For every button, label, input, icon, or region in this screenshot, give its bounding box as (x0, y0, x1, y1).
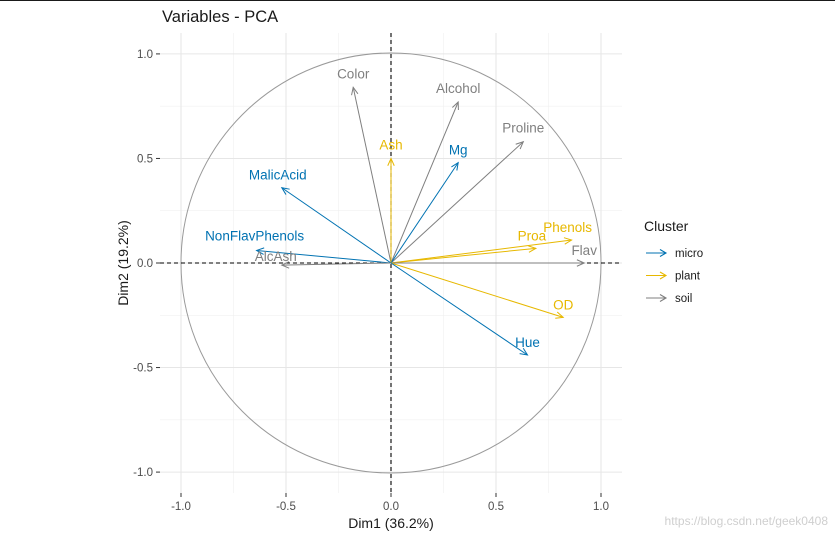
legend-label: soil (675, 293, 692, 305)
arrow-flav (391, 259, 586, 267)
y-tick-label: 0.5 (137, 153, 153, 165)
arrow-head (528, 245, 538, 253)
variable-label: Phenols (543, 220, 592, 235)
variable-label: AlcAsh (255, 249, 297, 264)
legend-key-arrow (659, 294, 668, 302)
legend-label: plant (675, 271, 701, 283)
legend-label: micro (675, 248, 703, 260)
arrow-ash (387, 157, 395, 263)
variable-label: Ash (379, 137, 402, 152)
variable-labels: Color Alcohol Proline Ash Mg MalicAcid NonFlav… (205, 66, 597, 350)
arrow-head (280, 261, 290, 269)
x-tick-label: 1.0 (593, 501, 609, 513)
arrow-shaft (390, 162, 459, 264)
x-tick-label: 0.5 (488, 501, 504, 513)
variable-arrows (255, 86, 586, 356)
watermark-text: https://blog.csdn.net/geek0408 (665, 514, 829, 528)
arrow-proline (390, 140, 525, 264)
arrow-od (390, 262, 565, 319)
variable-label: Hue (515, 335, 540, 350)
arrow-phenols (390, 237, 573, 264)
arrow-shaft (256, 249, 392, 264)
y-tick-label: 0.0 (137, 258, 153, 270)
arrow-shaft (352, 87, 392, 264)
arrow-hue (390, 262, 529, 356)
arrow-head (555, 311, 565, 319)
arrow-alcash (280, 261, 392, 269)
chart-title: Variables - PCA (162, 8, 278, 26)
legend-key-arrow (659, 249, 668, 257)
x-tick-label: 0.0 (383, 501, 399, 513)
arrow-head (351, 86, 359, 96)
arrow-shaft (281, 187, 392, 264)
legend-key-arrow (659, 271, 668, 280)
x-tick-label: -0.5 (276, 501, 296, 513)
y-tick-label: 1.0 (137, 49, 153, 61)
arrow-head (255, 247, 265, 255)
variable-label: Flav (571, 243, 597, 258)
arrow-shaft (390, 247, 536, 264)
legend-title: Cluster (644, 218, 689, 234)
arrow-shaft (390, 262, 564, 318)
legend: Cluster micro plant soil (644, 218, 703, 305)
arrow-head (451, 161, 459, 171)
arrow-head (280, 187, 290, 195)
variable-label: Proline (502, 121, 544, 136)
legend-entry-plant: plant (646, 271, 701, 283)
arrow-head (387, 157, 395, 166)
legend-entry-soil: soil (646, 293, 692, 305)
arrow-shaft (281, 262, 392, 266)
y-tick-label: -0.5 (133, 363, 153, 375)
arrow-proa (390, 245, 538, 264)
arrow-head (515, 140, 525, 150)
x-tick-label: -1.0 (171, 501, 191, 513)
arrow-shaft (390, 141, 524, 264)
variable-label: OD (553, 297, 574, 312)
arrow-color (351, 86, 392, 264)
arrow-head (452, 100, 459, 111)
legend-entries: micro plant soil (646, 248, 703, 305)
axis-ticks: -1.0 -0.5 0.0 0.5 1.0 -1.0 -0.5 0.0 0.5 1.0 (133, 49, 609, 513)
arrow-nonflavphenols (255, 247, 392, 264)
variable-label: Proa (518, 228, 547, 243)
y-tick-label: -1.0 (133, 467, 153, 479)
legend-entry-micro: micro (646, 248, 703, 260)
arrow-shaft (390, 239, 572, 264)
variable-label: MalicAcid (249, 168, 307, 183)
arrow-shaft (390, 262, 528, 356)
variable-label: Mg (449, 143, 468, 158)
variable-label: Color (337, 66, 370, 81)
arrow-shaft (390, 101, 459, 264)
arrow-head (519, 347, 529, 356)
variable-label: NonFlavPhenols (205, 228, 304, 243)
x-axis-title: Dim1 (36.2%) (348, 515, 434, 531)
arrow-mg (390, 161, 459, 264)
arrow-head (576, 259, 586, 267)
arrow-alcohol (390, 100, 459, 264)
y-axis-title: Dim2 (19.2%) (115, 220, 131, 306)
arrow-malicacid (280, 187, 392, 264)
arrow-head (563, 237, 573, 245)
variable-label: Alcohol (436, 81, 480, 96)
